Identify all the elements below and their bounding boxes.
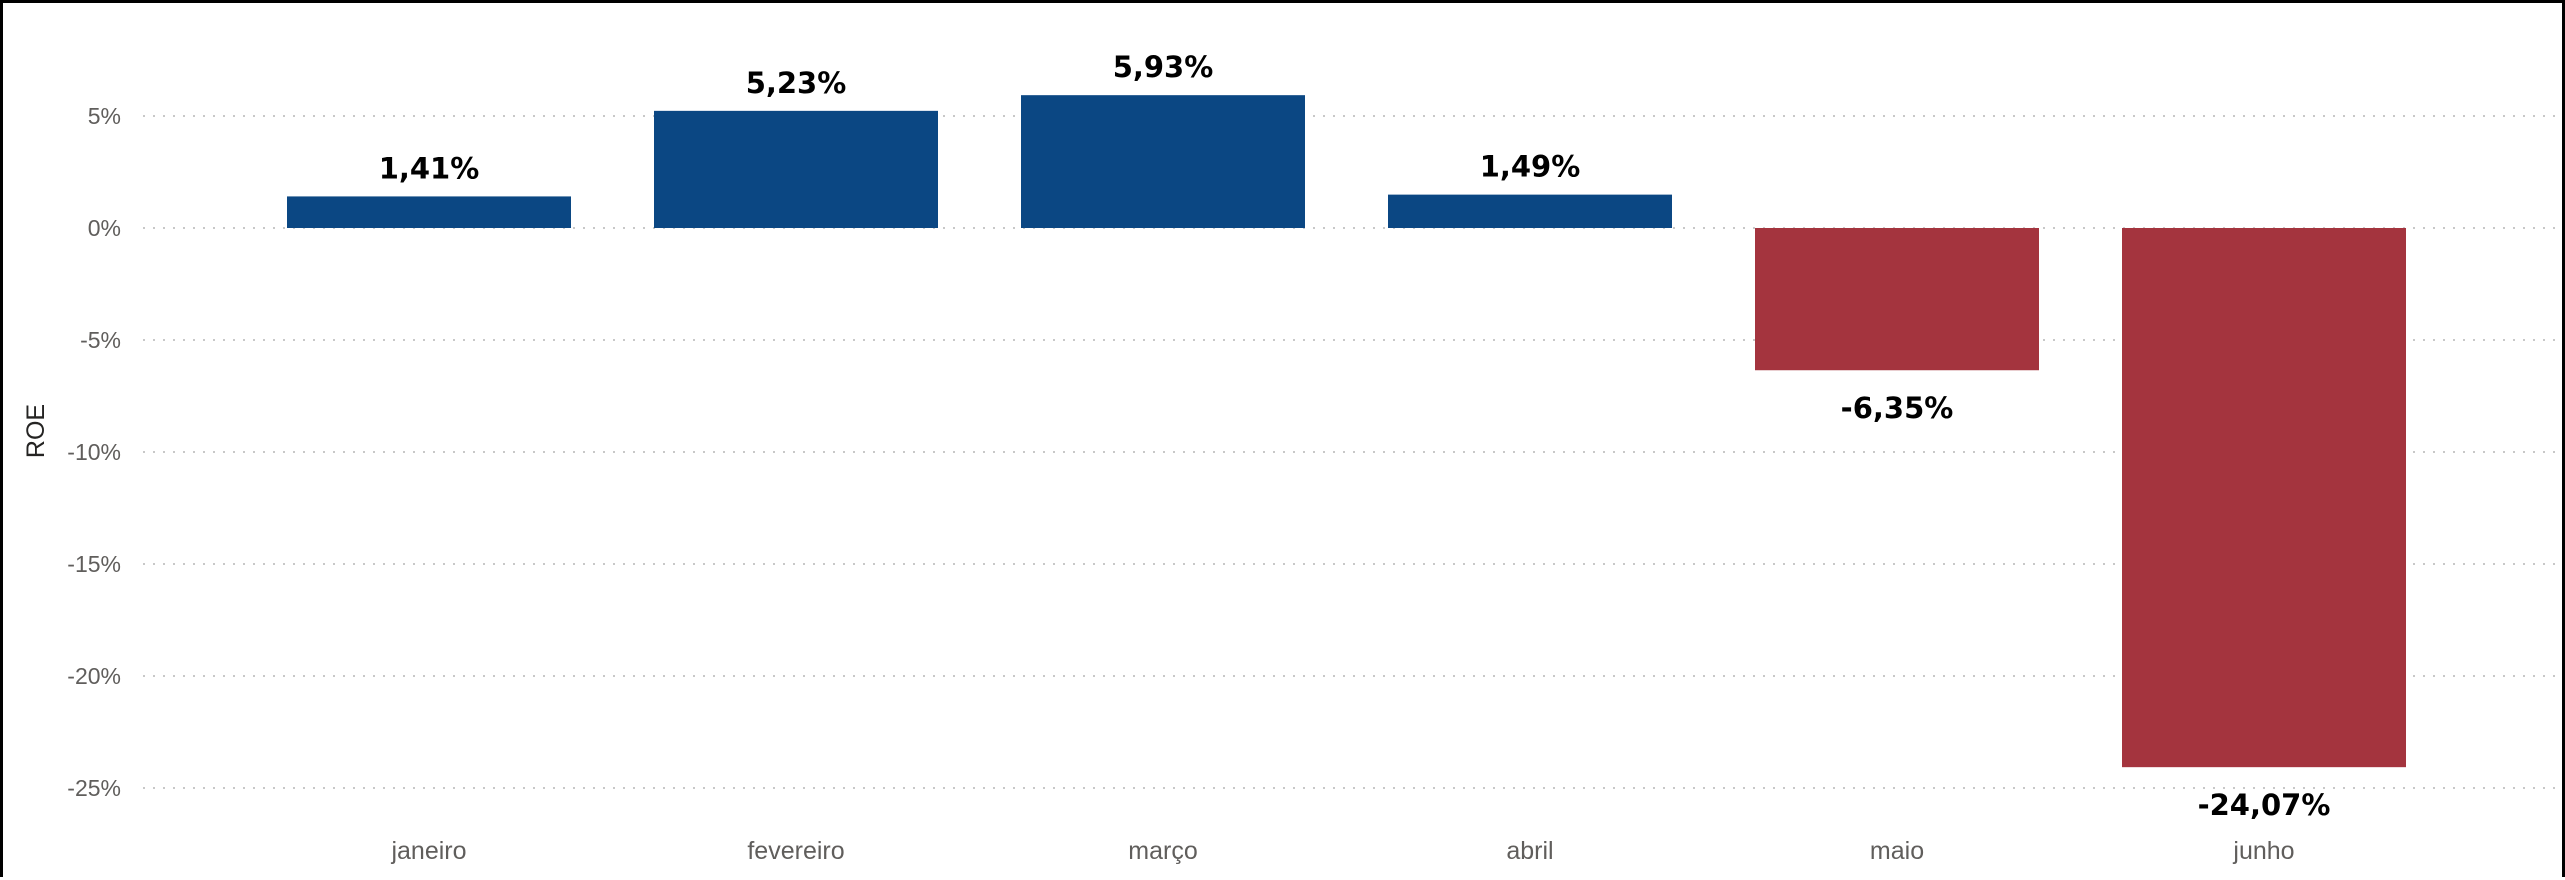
- bar-maio: [1755, 228, 2039, 371]
- data-label: 5,23%: [746, 66, 847, 100]
- gridlines: [143, 115, 2563, 789]
- data-label: 1,41%: [379, 151, 480, 185]
- data-labels: 1,41% 5,23% 5,93% 1,49% -6,35% -24,07%: [379, 50, 2331, 822]
- y-axis-title: ROE: [22, 404, 50, 458]
- roe-bar-chart: 5%0%-5%-10%-15%-20%-25% 1,41%5,23% 5,93%1…: [22, 50, 2563, 865]
- y-tick-label: -20%: [67, 663, 121, 689]
- data-label: -6,35%: [1841, 391, 1954, 425]
- y-tick-label: -15%: [67, 551, 121, 577]
- y-tick-label: -10%: [67, 439, 121, 465]
- y-tick-label: 0%: [88, 215, 121, 241]
- data-label: -24,07%: [2198, 788, 2331, 822]
- bar-janeiro: [287, 196, 571, 228]
- y-tick-label: -5%: [80, 327, 121, 353]
- bar-fevereiro: [654, 110, 938, 228]
- data-label: 5,93%: [1113, 50, 1214, 84]
- x-tick-label: janeiro: [390, 837, 466, 865]
- y-tick-label: -25%: [67, 775, 121, 801]
- x-tick-label: maio: [1870, 837, 1924, 865]
- x-tick-label: fevereiro: [747, 837, 844, 865]
- bar-junho: [2122, 228, 2406, 768]
- bars: [287, 95, 2406, 768]
- data-label: 1,49%: [1480, 150, 1581, 184]
- x-axis-ticks: janeiro fevereiro março abril maio junho: [390, 837, 2294, 865]
- x-tick-label: abril: [1506, 837, 1553, 865]
- y-tick-label: 5%: [88, 103, 121, 129]
- x-tick-label: junho: [2232, 837, 2294, 865]
- bar-abril: [1388, 194, 1672, 228]
- bar-março: [1021, 95, 1305, 228]
- x-tick-label: março: [1128, 837, 1197, 865]
- y-axis-ticks: 5% 0% -5% -10% -15% -20% -25%: [67, 103, 121, 801]
